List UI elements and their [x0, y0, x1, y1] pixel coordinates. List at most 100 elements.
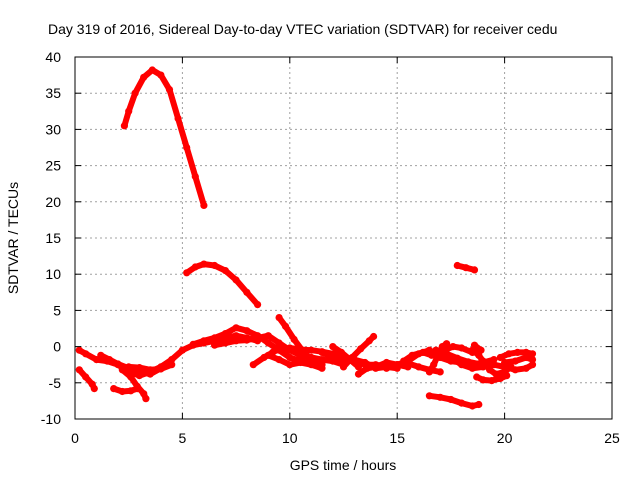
data-point	[127, 387, 135, 395]
data-point	[329, 353, 337, 362]
data-point	[528, 356, 537, 364]
data-point	[211, 261, 219, 270]
data-point	[232, 332, 240, 340]
data-point	[307, 346, 315, 354]
data-point	[178, 346, 186, 354]
data-point	[120, 122, 128, 130]
data-point	[286, 353, 294, 362]
data-point	[221, 339, 229, 347]
x-tick-label: 20	[497, 430, 513, 446]
y-tick-label: -10	[41, 411, 61, 427]
data-point	[82, 350, 90, 358]
data-point	[462, 264, 470, 272]
data-point	[473, 373, 481, 381]
y-tick-label: 0	[53, 339, 61, 355]
data-point	[505, 350, 513, 358]
data-point	[221, 330, 229, 338]
data-point	[281, 322, 290, 330]
data-point	[370, 332, 378, 341]
data-point	[522, 353, 530, 362]
data-point	[232, 337, 240, 345]
data-point	[470, 266, 479, 274]
y-tick-label: 40	[45, 49, 61, 65]
data-point	[264, 351, 272, 359]
data-point	[415, 363, 423, 371]
data-point	[125, 107, 133, 115]
data-point	[127, 373, 135, 381]
y-tick-label: 30	[45, 121, 61, 137]
data-point	[458, 344, 466, 352]
data-point	[148, 66, 156, 74]
data-point	[131, 89, 139, 97]
data-point	[125, 364, 133, 372]
data-point	[191, 172, 199, 181]
data-point	[436, 368, 444, 376]
data-point	[75, 346, 83, 354]
data-point	[275, 314, 283, 322]
data-point	[522, 348, 530, 356]
data-point	[191, 263, 199, 271]
data-point	[296, 358, 305, 367]
data-point	[275, 356, 283, 364]
x-tick-label: 10	[282, 430, 298, 446]
data-point	[468, 364, 476, 372]
data-point	[254, 334, 262, 342]
data-point	[458, 361, 466, 369]
y-tick-label: 15	[45, 230, 61, 246]
data-point	[479, 376, 487, 384]
data-point	[408, 351, 416, 359]
data-point	[286, 361, 294, 369]
y-tick-label: -5	[49, 375, 62, 391]
data-point	[221, 267, 229, 275]
data-point	[404, 363, 412, 371]
x-tick-label: 5	[179, 430, 187, 446]
y-tick-label: 35	[45, 85, 61, 101]
data-point	[200, 260, 208, 268]
data-point	[211, 334, 219, 342]
data-point	[307, 361, 315, 369]
series-arc-18	[329, 343, 362, 370]
data-point	[382, 358, 391, 367]
data-point	[528, 350, 537, 358]
data-point	[470, 341, 479, 349]
data-point	[475, 400, 483, 409]
x-tick-label: 0	[71, 430, 79, 446]
data-point	[447, 353, 455, 362]
data-point	[114, 360, 122, 368]
data-point	[249, 361, 257, 369]
data-point	[357, 345, 365, 353]
data-point	[490, 361, 498, 369]
data-point	[354, 363, 363, 371]
data-point	[363, 364, 371, 372]
data-point	[443, 340, 451, 348]
data-point	[296, 345, 305, 354]
data-point	[286, 344, 294, 352]
data-point	[477, 346, 485, 354]
data-point	[393, 361, 401, 369]
data-point	[232, 276, 240, 284]
data-point	[432, 346, 440, 354]
data-point	[419, 348, 427, 356]
y-tick-label: 25	[45, 158, 61, 174]
data-point	[142, 395, 150, 403]
data-series	[75, 66, 537, 410]
data-point	[75, 366, 83, 374]
data-point	[157, 364, 165, 372]
data-point	[277, 344, 285, 352]
data-point	[348, 353, 356, 362]
data-point	[339, 363, 348, 371]
data-point	[468, 402, 476, 410]
data-point	[503, 372, 511, 380]
data-point	[146, 370, 154, 378]
data-point	[118, 387, 126, 396]
data-point	[318, 356, 326, 364]
data-point	[528, 361, 537, 369]
data-point	[165, 86, 174, 94]
data-point	[496, 353, 504, 362]
data-point	[157, 71, 165, 79]
data-point	[436, 393, 444, 401]
y-axis-label: SDTVAR / TECUs	[5, 182, 21, 294]
data-point	[243, 327, 251, 335]
data-point	[174, 114, 182, 123]
